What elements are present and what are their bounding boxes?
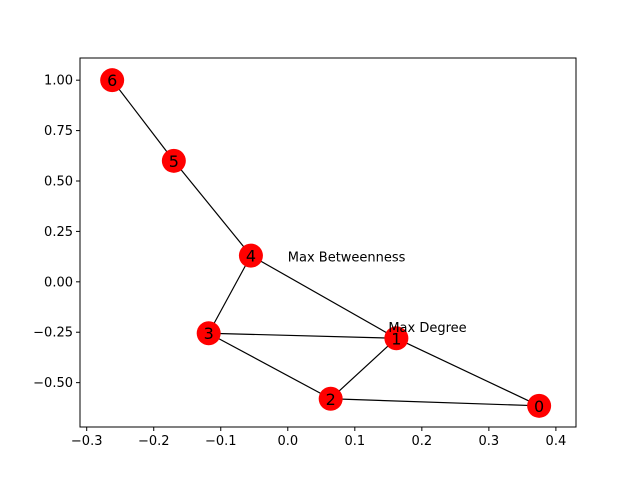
y-tick-label: −0.50	[33, 376, 73, 391]
node-6	[100, 68, 125, 93]
node-label-6: 6	[107, 71, 117, 90]
node-0	[527, 393, 552, 418]
nodes-layer: 0 1 2 3 4 5 6	[100, 68, 552, 418]
x-tick-label: −0.1	[205, 434, 237, 449]
edge-0-2	[330, 398, 540, 407]
edge-5-6	[111, 79, 175, 162]
annotation-0: Max Betweenness	[288, 251, 406, 266]
y-tick-label: 0.75	[44, 124, 73, 139]
x-tick-label: −0.2	[138, 434, 170, 449]
node-label-0: 0	[534, 397, 544, 416]
edges-layer	[111, 79, 540, 407]
node-5	[161, 148, 186, 173]
node-label-1: 1	[391, 329, 401, 348]
y-tick-label: 0.00	[44, 275, 73, 290]
x-tick-label: 0.3	[479, 434, 500, 449]
node-label-4: 4	[246, 247, 256, 266]
node-label-3: 3	[204, 324, 214, 343]
edge-3-4	[208, 255, 252, 334]
y-tick-label: −0.25	[33, 326, 73, 341]
x-tick-label: 0.2	[411, 434, 432, 449]
annotations-layer: Max Betweenness Max Degree	[288, 251, 467, 337]
edge-0-1	[396, 337, 540, 407]
edge-2-3	[208, 332, 331, 400]
y-tick-label: 0.25	[44, 225, 73, 240]
edge-1-3	[208, 332, 397, 339]
node-1	[384, 326, 409, 351]
edge-1-2	[330, 337, 397, 400]
edge-4-5	[173, 160, 252, 256]
node-3	[196, 321, 221, 346]
annotation-1: Max Degree	[388, 321, 466, 336]
node-label-5: 5	[169, 152, 179, 171]
node-4	[238, 243, 263, 268]
y-tick-label: 0.50	[44, 175, 73, 190]
edge-1-4	[250, 255, 397, 339]
y-tick-label: 1.00	[44, 74, 73, 89]
x-tick-label: 0.4	[546, 434, 567, 449]
x-tick-label: 0.0	[277, 434, 298, 449]
axes-layer: −0.3 −0.2 −0.1 0.0 0.1 0.2 0.3 0.4 −0.50 −0.25 0.0…	[33, 57, 577, 449]
node-label-2: 2	[326, 390, 336, 409]
x-tick-label: 0.1	[344, 434, 365, 449]
plot-frame	[79, 57, 577, 428]
node-2	[318, 386, 343, 411]
x-tick-label: −0.3	[71, 434, 103, 449]
